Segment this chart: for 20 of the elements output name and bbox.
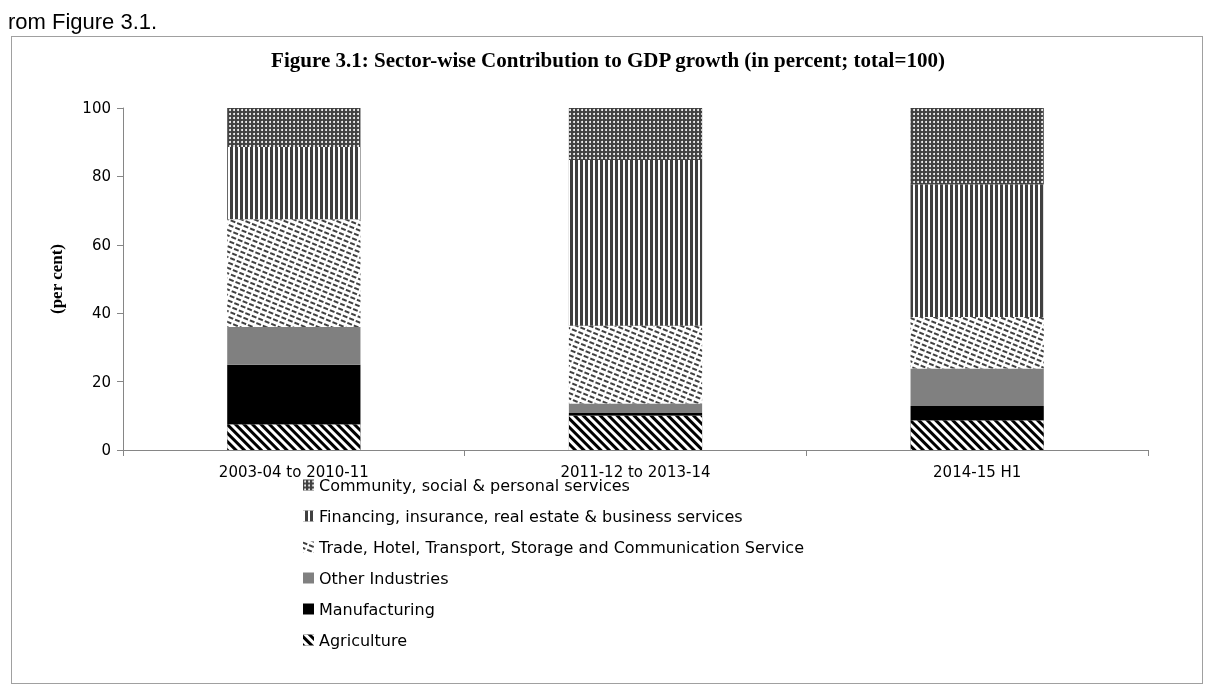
x-tick-label: 2014-15 H1 <box>933 462 1022 481</box>
legend-label: Manufacturing <box>319 599 435 619</box>
y-tick-label: 60 <box>91 235 111 254</box>
y-tick-label: 0 <box>101 441 111 459</box>
chart-title: Figure 3.1: Sector-wise Contribution to GDP growth (in percent; total=100) <box>271 47 945 72</box>
bar <box>227 326 361 365</box>
bar <box>910 405 1044 421</box>
legend-label: Financing, insurance, real estate & business services <box>319 506 743 526</box>
legend-label: Trade, Hotel, Transport, Storage and Communication Service <box>318 537 804 557</box>
bar <box>227 364 361 425</box>
text: rom Figure 3.1. <box>8 8 158 34</box>
y-tick-label: 100 <box>82 99 111 117</box>
y-axis-title: (per cent) <box>47 243 66 315</box>
y-tick-label: 20 <box>91 372 111 391</box>
bar <box>568 403 703 414</box>
legend-label: Other Industries <box>319 568 449 588</box>
y-tick-label: 40 <box>91 304 111 323</box>
bar <box>910 368 1044 406</box>
legend-label: Agriculture <box>319 630 407 650</box>
y-tick-label: 80 <box>91 167 111 186</box>
